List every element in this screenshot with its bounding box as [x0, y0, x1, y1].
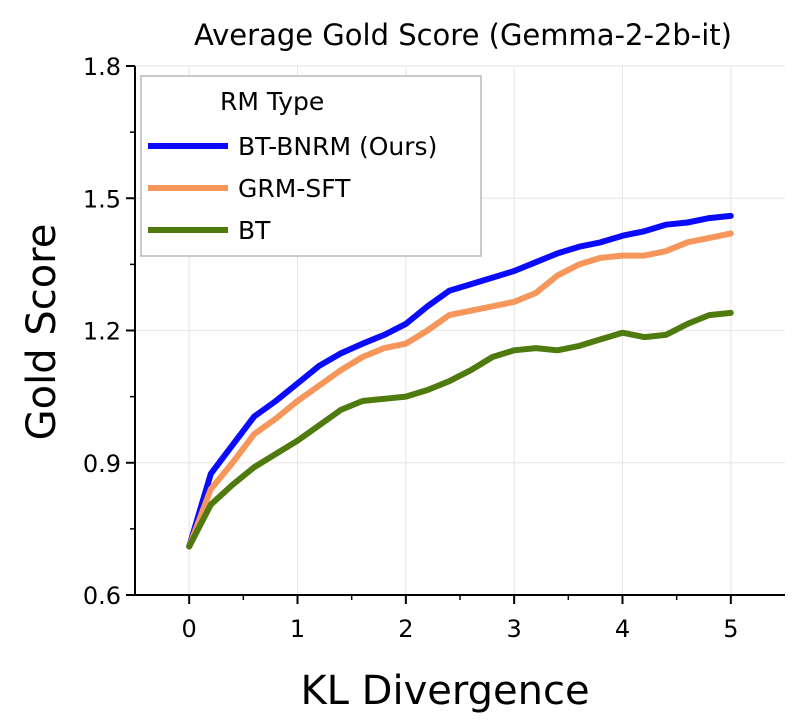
- x-tick-label: 2: [398, 615, 413, 643]
- x-tick-label: 1: [290, 615, 305, 643]
- x-tick-label: 4: [615, 615, 630, 643]
- x-tick-label: 0: [182, 615, 197, 643]
- y-tick-label: 1.2: [83, 318, 121, 346]
- y-axis-label: Gold Score: [19, 224, 65, 441]
- x-tick-label: 3: [507, 615, 522, 643]
- tick-marks: 0 1 2 3 4 5 0.6 0.9 1.2 1.5 1.8: [83, 53, 739, 643]
- legend-label: GRM-SFT: [238, 174, 351, 203]
- series-line: [186, 212, 734, 550]
- legend-box: [140, 75, 482, 257]
- series-lines: [186, 212, 734, 550]
- series-line: [186, 309, 734, 550]
- legend: RM Type BT-BNRM (Ours) GRM-SFT BT: [140, 75, 482, 257]
- y-tick-label: 1.8: [83, 53, 121, 81]
- legend-label: BT: [238, 216, 271, 245]
- legend-title: RM Type: [220, 87, 324, 116]
- x-tick-label: 5: [723, 615, 738, 643]
- y-tick-label: 0.9: [83, 450, 121, 478]
- chart-title: Average Gold Score (Gemma-2-2b-it): [194, 18, 732, 52]
- series-line: [186, 230, 734, 550]
- legend-label: BT-BNRM (Ours): [238, 132, 437, 161]
- y-tick-label: 1.5: [83, 185, 121, 213]
- y-tick-label: 0.6: [83, 582, 121, 610]
- x-axis-label: KL Divergence: [300, 668, 589, 714]
